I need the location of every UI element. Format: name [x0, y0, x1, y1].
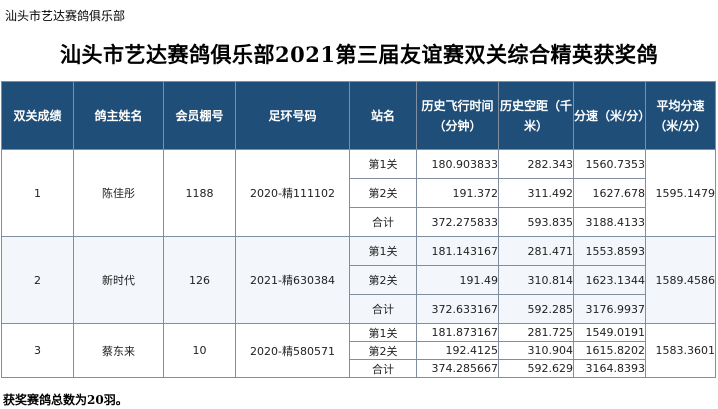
- time-cell: 180.903833: [416, 149, 499, 179]
- owner-cell: 陈佳彤: [73, 149, 164, 237]
- rank-cell: 1: [1, 149, 74, 237]
- table-row: 合计 372.633167 592.285 3176.9937: [2, 294, 716, 324]
- distance-cell: 281.471: [498, 236, 574, 266]
- speed-cell: 3164.8393: [573, 359, 646, 378]
- header-distance: 历史空距（千米）: [498, 81, 574, 150]
- distance-cell: 592.629: [498, 359, 574, 378]
- stage-cell: 第2关: [349, 265, 417, 295]
- time-cell: 181.143167: [416, 236, 499, 266]
- time-cell: 191.49: [416, 265, 499, 295]
- distance-cell: 310.814: [498, 265, 574, 295]
- speed-cell: 1615.8202: [573, 341, 646, 360]
- stage-cell: 合计: [349, 294, 417, 324]
- member-cell: 10: [163, 323, 236, 378]
- owner-cell: 蔡东来: [73, 323, 164, 378]
- distance-cell: 593.835: [498, 207, 574, 237]
- time-cell: 181.873167: [416, 323, 499, 342]
- time-cell: 192.4125: [416, 341, 499, 360]
- ring-cell: 2020-精111102: [235, 149, 350, 237]
- stage-cell: 第1关: [349, 149, 417, 179]
- avg-speed-cell: 1583.3601: [645, 323, 716, 378]
- avg-speed-cell: 1595.1479: [645, 149, 716, 237]
- distance-cell: 592.285: [498, 294, 574, 324]
- table-row: 第2关 192.4125 310.904 1615.8202: [2, 341, 716, 360]
- distance-cell: 311.492: [498, 178, 574, 208]
- time-cell: 372.275833: [416, 207, 499, 237]
- ring-cell: 2021-精630384: [235, 236, 350, 324]
- header-rank: 双关成绩: [1, 81, 74, 150]
- sheet-label: 汕头市艺达赛鸽俱乐部: [5, 9, 126, 23]
- distance-cell: 310.904: [498, 341, 574, 360]
- table-row: 第2关 191.49 310.814 1623.1344: [2, 265, 716, 295]
- header-time: 历史飞行时间（分钟）: [416, 81, 499, 150]
- table-row: 合计 374.285667 592.629 3164.8393: [2, 359, 716, 378]
- header-row: 双关成绩 鸽主姓名 会员棚号 足环号码 站名 历史飞行时间（分钟） 历史空距（千…: [1, 81, 716, 150]
- table-row: 2 新时代 126 2021-精630384 第1关 181.143167 28…: [1, 236, 716, 324]
- distance-cell: 281.725: [498, 323, 574, 342]
- speed-cell: 1553.8593: [573, 236, 646, 266]
- table-row: 第2关 191.372 311.492 1627.678: [2, 178, 716, 208]
- header-avg-speed: 平均分速（米/分）: [645, 81, 716, 150]
- table-row: 3 蔡东来 10 2020-精580571 第1关 181.873167 281…: [1, 323, 716, 378]
- rank-cell: 2: [1, 236, 74, 324]
- stage-cell: 第1关: [349, 236, 417, 266]
- header-member: 会员棚号: [163, 81, 236, 150]
- ring-cell: 2020-精580571: [235, 323, 350, 378]
- speed-cell: 1560.7353: [573, 149, 646, 179]
- header-stage: 站名: [349, 81, 417, 150]
- header-speed: 分速（米/分）: [573, 81, 646, 150]
- speed-cell: 1627.678: [573, 178, 646, 208]
- time-cell: 191.372: [416, 178, 499, 208]
- speed-cell: 1549.0191: [573, 323, 646, 342]
- speed-cell: 1623.1344: [573, 265, 646, 295]
- owner-cell: 新时代: [73, 236, 164, 324]
- table-row: 合计 372.275833 593.835 3188.4133: [2, 207, 716, 237]
- stage-cell: 第1关: [349, 323, 417, 342]
- page-title: 汕头市艺达赛鸽俱乐部2021第三届友谊赛双关综合精英获奖鸽: [60, 42, 658, 67]
- avg-speed-cell: 1589.4586: [645, 236, 716, 324]
- member-cell: 1188: [163, 149, 236, 237]
- time-cell: 372.633167: [416, 294, 499, 324]
- table-row: 1 陈佳彤 1188 2020-精111102 第1关 180.903833 2…: [1, 149, 716, 237]
- footer-note: 获奖赛鸽总数为20羽。: [3, 393, 128, 407]
- stage-cell: 合计: [349, 207, 417, 237]
- distance-cell: 282.343: [498, 149, 574, 179]
- time-cell: 374.285667: [416, 359, 499, 378]
- member-cell: 126: [163, 236, 236, 324]
- stage-cell: 第2关: [349, 178, 417, 208]
- stage-cell: 合计: [349, 359, 417, 378]
- results-table: 双关成绩 鸽主姓名 会员棚号 足环号码 站名 历史飞行时间（分钟） 历史空距（千…: [1, 81, 716, 378]
- stage-cell: 第2关: [349, 341, 417, 360]
- header-owner: 鸽主姓名: [73, 81, 164, 150]
- header-ring: 足环号码: [235, 81, 350, 150]
- speed-cell: 3188.4133: [573, 207, 646, 237]
- speed-cell: 3176.9937: [573, 294, 646, 324]
- rank-cell: 3: [1, 323, 74, 378]
